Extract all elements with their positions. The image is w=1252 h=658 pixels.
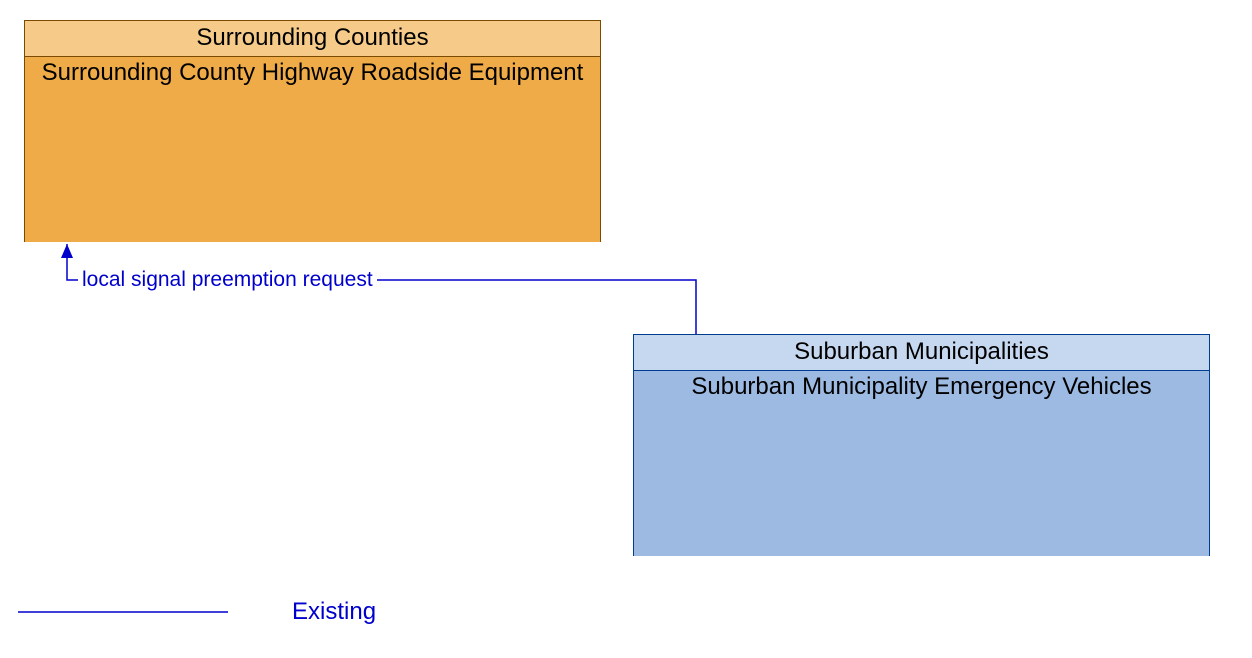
legend-label: Existing (292, 598, 376, 626)
edge-label-text: local signal preemption request (82, 268, 373, 291)
node-suburban-municipalities-header-text: Suburban Municipalities (794, 338, 1049, 365)
legend-label-text: Existing (292, 598, 376, 625)
node-surrounding-counties-body: Surrounding County Highway Roadside Equi… (25, 57, 600, 242)
node-surrounding-counties-body-text: Surrounding County Highway Roadside Equi… (42, 59, 584, 86)
node-suburban-municipalities-body: Suburban Municipality Emergency Vehicles (634, 371, 1209, 556)
node-suburban-municipalities-header: Suburban Municipalities (634, 335, 1209, 371)
node-surrounding-counties-header-text: Surrounding Counties (196, 24, 428, 51)
edge-arrowhead (61, 244, 73, 258)
node-suburban-municipalities: Suburban Municipalities Suburban Municip… (633, 334, 1210, 556)
edge-label: local signal preemption request (78, 268, 377, 292)
node-surrounding-counties: Surrounding Counties Surrounding County … (24, 20, 601, 242)
node-suburban-municipalities-body-text: Suburban Municipality Emergency Vehicles (691, 373, 1151, 400)
node-surrounding-counties-header: Surrounding Counties (25, 21, 600, 57)
